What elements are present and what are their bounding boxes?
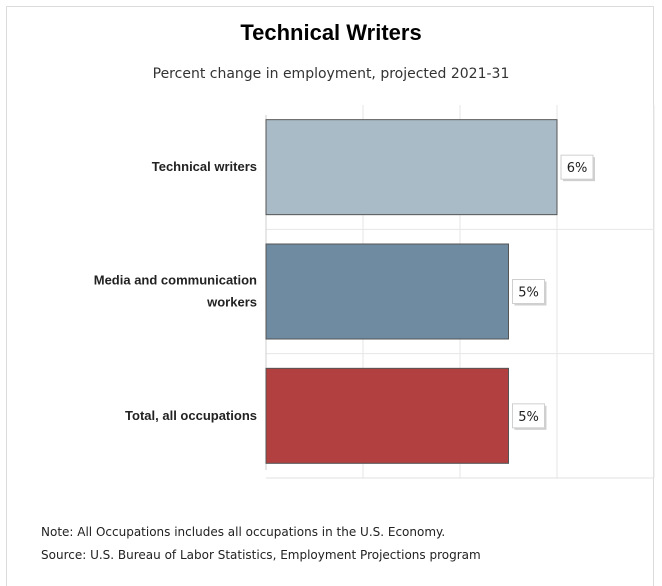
chart-title: Technical Writers (240, 20, 422, 45)
chart-note: Note: All Occupations includes all occup… (41, 525, 446, 539)
value-label-box (512, 279, 545, 304)
value-label: 5% (518, 286, 539, 301)
chart-subtitle: Percent change in employment, projected … (152, 66, 510, 82)
category-label: Technical writers (152, 159, 257, 174)
value-label-box (512, 403, 545, 429)
category-label: Media and communication (94, 273, 257, 288)
bar (265, 367, 509, 464)
bar (265, 243, 509, 340)
bar-chart: Technical writers 6% Media and communicati… (94, 105, 655, 479)
chart-source: Source: U.S. Bureau of Labor Statistics,… (41, 548, 481, 562)
value-label: 5% (518, 410, 539, 425)
category-label: Total, all occupations (125, 408, 257, 423)
bar (265, 119, 558, 216)
category-label: workers (206, 295, 257, 310)
value-label: 6% (567, 161, 588, 176)
value-label-box (560, 154, 594, 180)
